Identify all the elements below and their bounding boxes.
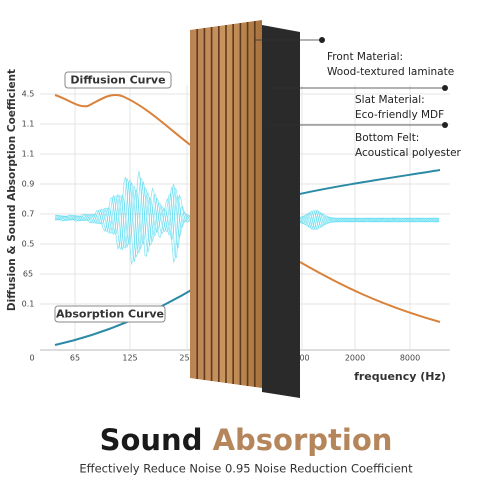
y-tick-label: 0.5: [22, 240, 35, 249]
callout-text: Eco-friendly MDF: [355, 109, 444, 121]
absorption-curve: [294, 169, 441, 196]
x-tick-label: 8000: [400, 354, 420, 363]
y-tick-label: 0.1: [22, 300, 35, 309]
x-tick-label: 0: [29, 354, 34, 363]
diffusion-curve: [299, 261, 441, 323]
callout-lines: [255, 39, 445, 126]
callout-dot: [442, 85, 448, 91]
headline: Sound Absorption: [100, 423, 393, 457]
headline-accent: Absorption: [213, 423, 393, 457]
callout-dot: [319, 37, 325, 43]
callout-text: Acoustical polyester: [355, 147, 462, 159]
label-box: [54, 305, 166, 323]
callout-title: Front Material:: [327, 51, 403, 63]
felt-layer: [262, 25, 300, 398]
wave-line: [54, 171, 195, 266]
x-tick-label: 125: [122, 354, 137, 363]
wave-line: [54, 176, 195, 262]
y-tick-label: 65: [23, 270, 33, 279]
headline-dark: Sound: [100, 423, 203, 457]
wave-line: [54, 182, 195, 254]
curve-label: Absorption Curve: [56, 308, 164, 321]
y-tick-label: 1.1: [22, 120, 35, 129]
callout-dot: [442, 122, 448, 128]
callout-title: Slat Material:: [355, 94, 425, 106]
y-tick-label: 0.7: [22, 210, 35, 219]
x-tick-label: 000: [294, 354, 309, 363]
x-tick-label: 65: [70, 354, 80, 363]
label-box: [64, 71, 172, 89]
y-tick-label: 0.9: [22, 180, 35, 189]
curve-label: Diffusion Curve: [70, 74, 165, 87]
diffusion-wave: [54, 171, 440, 266]
y-tick-label: 4.5: [22, 90, 35, 99]
callout-text: Wood-textured laminate: [327, 66, 454, 78]
y-tick-label: 1.1: [22, 150, 35, 159]
slat-grooves: [196, 21, 256, 387]
y-axis-title: Diffusion & Sound Absorption Coefficient: [6, 69, 18, 311]
callout-title: Bottom Felt:: [355, 132, 419, 144]
diffusion-curve: [54, 94, 201, 153]
x-tick-label: 2000: [345, 354, 365, 363]
x-axis-title: frequency (Hz): [354, 370, 446, 383]
x-tick-label: 250: [179, 354, 194, 363]
wave-line: [297, 212, 440, 230]
wave-line: [297, 210, 440, 229]
wave-line: [297, 209, 440, 230]
subtitle: Effectively Reduce Noise 0.95 Noise Redu…: [79, 462, 413, 476]
